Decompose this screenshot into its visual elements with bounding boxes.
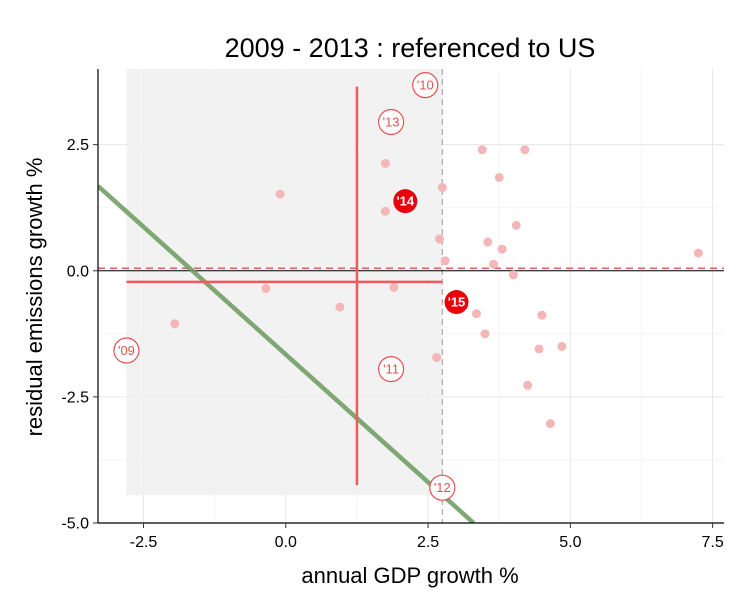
data-point (335, 302, 345, 312)
year-label-marker: '10 (412, 72, 439, 99)
data-point (537, 310, 547, 320)
chart-title: 2009 - 2013 : referenced to US (225, 33, 596, 63)
data-point (693, 248, 703, 258)
data-point (380, 158, 390, 168)
plot-area: '10 '13 '09 '11 '12 '14 '15 (97, 69, 724, 524)
year-label-marker: '12 (429, 474, 456, 501)
data-point (389, 282, 399, 292)
data-point (170, 319, 180, 329)
data-point (483, 237, 493, 247)
y-axis: -5.0 -2.5 0.0 2.5 (61, 137, 98, 533)
data-point (480, 329, 490, 339)
year-label-circle (429, 474, 456, 501)
x-tick-label: 5.0 (559, 534, 581, 551)
data-point (545, 419, 555, 429)
data-point (434, 234, 444, 244)
year-label-text: '09 (118, 343, 135, 358)
year-label-marker: '11 (377, 356, 405, 383)
data-point (440, 256, 450, 266)
data-point (520, 145, 530, 155)
year-label-circle (377, 108, 405, 136)
data-point (534, 344, 544, 354)
year-label-text: '10 (417, 78, 434, 93)
trend-line (98, 184, 476, 523)
plot-layer: '10 '13 '09 '11 '12 '14 '15 (98, 69, 724, 523)
data-point (261, 283, 271, 293)
highlighted-point-circle (393, 189, 418, 214)
highlighted-point-label: '14 (397, 194, 415, 209)
data-point (494, 172, 504, 182)
highlighted-point: '14 (393, 189, 418, 214)
year-label-text: '11 (383, 362, 399, 377)
y-tick-label: -2.5 (61, 389, 89, 406)
highlighted-point-circle (444, 290, 469, 315)
data-point (437, 183, 447, 193)
year-label-text: '13 (383, 114, 400, 129)
data-point (275, 189, 285, 199)
data-point (508, 270, 518, 280)
data-point (432, 353, 442, 363)
data-point (523, 380, 533, 390)
year-label-text: '12 (434, 480, 451, 495)
y-tick-label: 0.0 (67, 263, 89, 280)
year-label-marker: '13 (377, 108, 405, 136)
data-point (497, 244, 507, 254)
year-label-circle (377, 356, 405, 383)
x-tick-label: 7.5 (701, 534, 723, 551)
x-tick-label: -2.5 (130, 534, 158, 551)
x-tick-label: 2.5 (417, 534, 439, 551)
data-point (380, 206, 390, 216)
x-tick-label: 0.0 (275, 534, 297, 551)
data-point (477, 145, 487, 155)
y-tick-label: -5.0 (61, 516, 89, 533)
x-axis: -2.5 0.0 2.5 5.0 7.5 (130, 523, 724, 551)
data-point (489, 259, 499, 269)
highlighted-point: '15 (444, 290, 469, 315)
x-axis-label: annual GDP growth % (301, 563, 518, 588)
y-tick-label: 2.5 (67, 137, 89, 154)
year-label-marker: '09 (113, 337, 140, 364)
data-point (557, 341, 567, 351)
data-point (511, 220, 521, 230)
data-point (471, 309, 481, 319)
y-axis-label: residual emissions growth % (22, 158, 47, 437)
year-label-circle (113, 337, 140, 364)
highlighted-point-label: '15 (448, 295, 466, 310)
year-label-circle (412, 72, 439, 99)
